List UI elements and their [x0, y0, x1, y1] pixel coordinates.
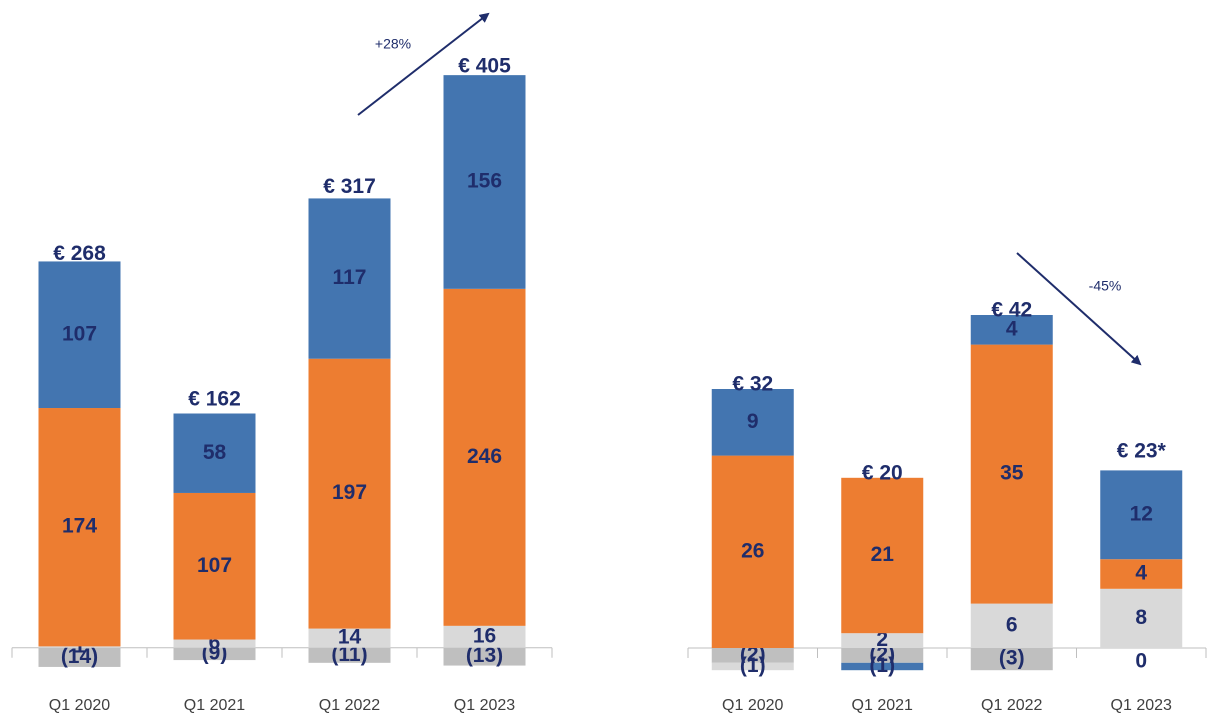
data-label: (2): [740, 643, 766, 666]
bar-segment: [308, 628, 391, 648]
bar-segment: [970, 315, 1053, 345]
data-label: 21: [871, 543, 895, 566]
bar-segment: [1100, 470, 1183, 560]
x-tick-label: Q1 2021: [852, 697, 913, 714]
bar-segment: [970, 344, 1053, 604]
bar-segment: [1100, 588, 1183, 648]
data-label: 12: [1130, 502, 1153, 525]
annotation: +28%: [375, 36, 411, 52]
bar-segment: [173, 647, 256, 661]
bar-segment: [443, 288, 526, 626]
total-label: € 405: [458, 54, 511, 77]
bar-segment: [308, 647, 391, 663]
data-label: 2: [876, 628, 888, 651]
bar-segment: [970, 648, 1053, 671]
bar-segment: [38, 646, 121, 648]
data-label: 107: [62, 322, 97, 345]
bar-segment: [711, 648, 794, 663]
data-label: 58: [203, 441, 227, 464]
total-label: € 317: [323, 175, 376, 198]
data-label: (1): [740, 654, 766, 677]
bar-segment: [443, 647, 526, 666]
bar-segment: [711, 455, 794, 648]
bar-segment: [443, 625, 526, 648]
total-label: € 20: [862, 462, 903, 485]
data-label: 0: [1135, 650, 1147, 673]
data-label: 107: [197, 554, 232, 577]
data-label: (13): [466, 644, 503, 667]
data-label: 8: [1135, 606, 1147, 629]
data-label: (3): [999, 647, 1025, 670]
bar-segment: [711, 662, 794, 671]
x-tick-label: Q1 2022: [981, 697, 1042, 714]
total-label: € 42: [991, 299, 1032, 322]
bar-segment: [841, 662, 924, 671]
data-label: 9: [747, 410, 759, 433]
total-label: € 268: [53, 242, 106, 265]
x-tick-label: Q1 2023: [1111, 697, 1172, 714]
data-label: 6: [1006, 613, 1018, 636]
data-label: 16: [473, 624, 496, 647]
bar-segment: [841, 648, 924, 663]
data-label: 35: [1000, 462, 1024, 485]
bar-segment: [841, 477, 924, 634]
x-tick-label: Q1 2022: [319, 697, 380, 714]
bar-segment: [970, 603, 1053, 648]
data-label: 246: [467, 445, 502, 468]
bar-segment: [173, 639, 256, 648]
total-label: € 23*: [1117, 439, 1167, 462]
bar-segment: [38, 647, 121, 667]
data-label: 6: [209, 631, 221, 654]
bar-segment: [308, 198, 391, 359]
data-label: (1): [869, 654, 895, 677]
bar-segment: [173, 492, 256, 640]
data-label: 26: [741, 539, 764, 562]
bar-segment: [443, 75, 526, 289]
data-label: (2): [869, 643, 895, 666]
bar-segment: [711, 389, 794, 456]
bar-segment: [38, 261, 121, 409]
data-label: 4: [1135, 562, 1147, 585]
data-label: (14): [61, 645, 98, 668]
data-label: 174: [62, 515, 97, 538]
bar-segment: [173, 413, 256, 493]
bar-segment: [1100, 559, 1183, 589]
total-label: € 32: [732, 373, 773, 396]
data-label: (11): [331, 643, 367, 666]
x-tick-label: Q1 2020: [722, 697, 783, 714]
data-label: 117: [333, 266, 367, 289]
data-label: 14: [338, 626, 362, 649]
trend-arrow: [1016, 252, 1142, 366]
bar-segment: [308, 358, 391, 629]
data-label: 156: [467, 170, 502, 193]
x-tick-label: Q1 2020: [49, 697, 110, 714]
x-tick-label: Q1 2021: [184, 697, 245, 714]
x-tick-label: Q1 2023: [454, 697, 515, 714]
data-label: 4: [1006, 317, 1018, 340]
data-label: 197: [332, 481, 367, 504]
bar-segment: [38, 408, 121, 647]
trend-arrow: [357, 12, 490, 116]
total-label: € 162: [188, 387, 241, 410]
annotation: -45%: [1089, 278, 1122, 294]
bar-segment: [841, 633, 924, 648]
